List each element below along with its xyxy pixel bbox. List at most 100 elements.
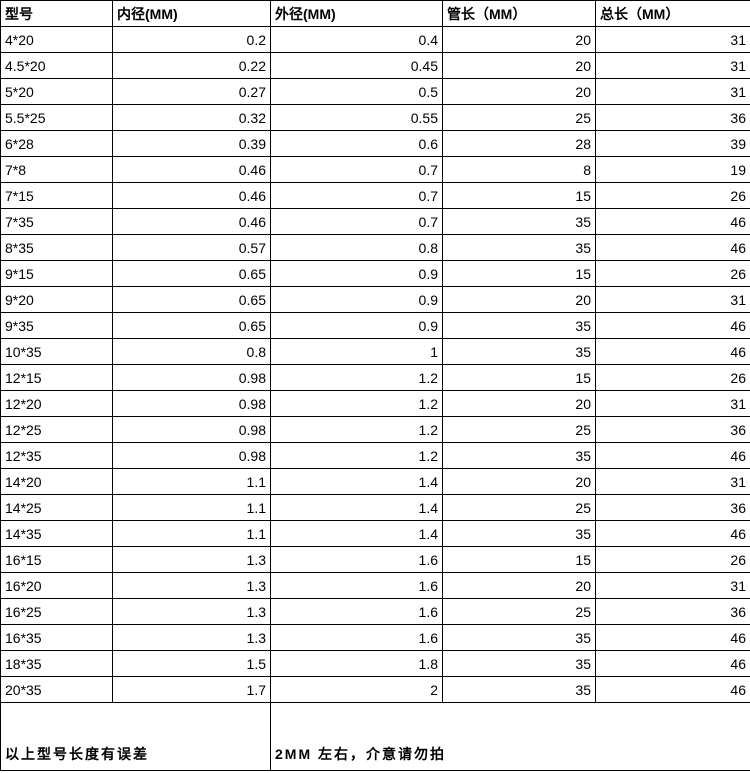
table-cell: 1.2 [271, 417, 443, 443]
table-cell: 31 [596, 287, 750, 313]
table-cell: 1.3 [113, 599, 271, 625]
table-row: 7*150.460.71526 [1, 183, 750, 209]
table-cell: 0.32 [113, 105, 271, 131]
table-cell: 35 [443, 521, 596, 547]
table-cell: 20 [443, 469, 596, 495]
table-cell: 0.46 [113, 209, 271, 235]
table-cell: 31 [596, 391, 750, 417]
table-row: 9*150.650.91526 [1, 261, 750, 287]
table-cell: 20 [443, 79, 596, 105]
table-cell: 4.5*20 [1, 53, 113, 79]
table-cell: 31 [596, 469, 750, 495]
table-cell: 35 [443, 209, 596, 235]
table-cell: 0.8 [271, 235, 443, 261]
table-cell: 1.7 [113, 677, 271, 703]
table-cell: 0.39 [113, 131, 271, 157]
table-cell: 1.8 [271, 651, 443, 677]
table-row: 20*351.723546 [1, 677, 750, 703]
table-cell: 15 [443, 183, 596, 209]
table-cell: 26 [596, 183, 750, 209]
table-row: 12*350.981.23546 [1, 443, 750, 469]
table-cell: 35 [443, 677, 596, 703]
table-cell: 0.7 [271, 209, 443, 235]
table-cell: 12*20 [1, 391, 113, 417]
table-footer-row: 以上型号长度有误差2MM 左右，介意请勿拍 [1, 703, 750, 771]
table-cell: 12*15 [1, 365, 113, 391]
table-cell: 15 [443, 547, 596, 573]
table-cell: 14*20 [1, 469, 113, 495]
table-cell: 10*35 [1, 339, 113, 365]
table-cell: 46 [596, 651, 750, 677]
table-cell: 31 [596, 79, 750, 105]
table-cell: 25 [443, 495, 596, 521]
footer-note-right: 2MM 左右，介意请勿拍 [271, 703, 750, 771]
table-cell: 1.6 [271, 599, 443, 625]
table-cell: 0.8 [113, 339, 271, 365]
table-cell: 9*35 [1, 313, 113, 339]
table-cell: 0.9 [271, 313, 443, 339]
table-row: 16*251.31.62536 [1, 599, 750, 625]
col-header-outer-dia: 外径(MM) [271, 1, 443, 27]
table-cell: 1.4 [271, 495, 443, 521]
table-cell: 36 [596, 495, 750, 521]
table-cell: 0.55 [271, 105, 443, 131]
table-cell: 35 [443, 443, 596, 469]
table-cell: 16*20 [1, 573, 113, 599]
table-cell: 1.6 [271, 547, 443, 573]
table-cell: 2 [271, 677, 443, 703]
table-cell: 0.46 [113, 183, 271, 209]
table-cell: 0.46 [113, 157, 271, 183]
table-cell: 15 [443, 365, 596, 391]
table-cell: 36 [596, 105, 750, 131]
table-row: 5.5*250.320.552536 [1, 105, 750, 131]
table-cell: 1.4 [271, 469, 443, 495]
table-row: 16*201.31.62031 [1, 573, 750, 599]
table-cell: 36 [596, 417, 750, 443]
table-cell: 20*35 [1, 677, 113, 703]
table-cell: 12*35 [1, 443, 113, 469]
table-cell: 1.6 [271, 625, 443, 651]
table-cell: 0.6 [271, 131, 443, 157]
table-cell: 1.2 [271, 365, 443, 391]
table-cell: 46 [596, 313, 750, 339]
table-row: 14*351.11.43546 [1, 521, 750, 547]
table-cell: 35 [443, 313, 596, 339]
table-cell: 0.7 [271, 183, 443, 209]
table-cell: 25 [443, 599, 596, 625]
table-cell: 46 [596, 677, 750, 703]
table-cell: 18*35 [1, 651, 113, 677]
col-header-total-length: 总长（MM） [596, 1, 750, 27]
table-cell: 46 [596, 339, 750, 365]
table-row: 12*150.981.21526 [1, 365, 750, 391]
table-cell: 19 [596, 157, 750, 183]
table-row: 16*351.31.63546 [1, 625, 750, 651]
table-cell: 5.5*25 [1, 105, 113, 131]
table-cell: 46 [596, 209, 750, 235]
table-cell: 0.98 [113, 417, 271, 443]
table-cell: 1.6 [271, 573, 443, 599]
table-cell: 0.22 [113, 53, 271, 79]
table-cell: 46 [596, 625, 750, 651]
table-cell: 36 [596, 599, 750, 625]
table-cell: 1.2 [271, 391, 443, 417]
table-cell: 0.98 [113, 365, 271, 391]
table-cell: 46 [596, 521, 750, 547]
table-cell: 14*35 [1, 521, 113, 547]
table-cell: 26 [596, 261, 750, 287]
table-cell: 0.65 [113, 287, 271, 313]
table-cell: 46 [596, 235, 750, 261]
table-cell: 26 [596, 365, 750, 391]
table-row: 14*201.11.42031 [1, 469, 750, 495]
table-row: 9*350.650.93546 [1, 313, 750, 339]
table-cell: 5*20 [1, 79, 113, 105]
table-cell: 1.1 [113, 521, 271, 547]
table-cell: 35 [443, 625, 596, 651]
col-header-model: 型号 [1, 1, 113, 27]
table-cell: 0.57 [113, 235, 271, 261]
table-row: 14*251.11.42536 [1, 495, 750, 521]
table-cell: 0.7 [271, 157, 443, 183]
table-cell: 1.1 [113, 495, 271, 521]
table-cell: 1.3 [113, 547, 271, 573]
table-row: 6*280.390.62839 [1, 131, 750, 157]
table-row: 7*80.460.7819 [1, 157, 750, 183]
